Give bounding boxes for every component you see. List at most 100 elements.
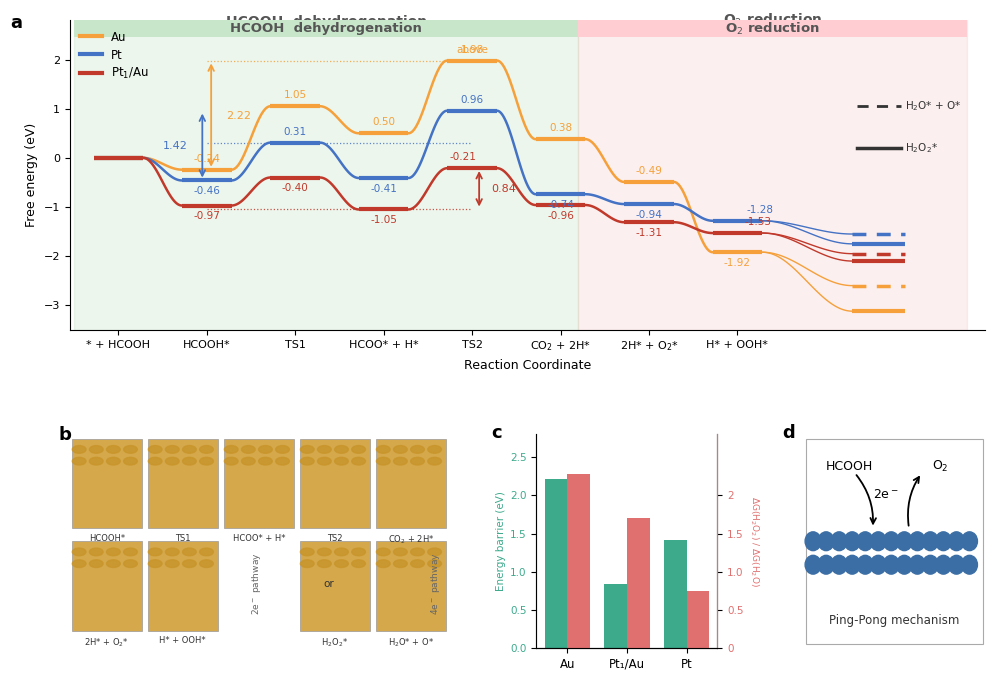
Text: Ping-Pong mechanism: Ping-Pong mechanism [829,614,959,627]
Circle shape [89,458,103,465]
Circle shape [148,458,162,465]
Circle shape [427,548,441,556]
Text: H$_2$O$_2$*: H$_2$O$_2$* [905,141,937,155]
Circle shape [148,560,162,568]
FancyBboxPatch shape [72,541,142,631]
Circle shape [817,556,833,574]
Circle shape [947,532,963,551]
Text: 1.98: 1.98 [460,45,483,55]
Circle shape [817,532,833,551]
Circle shape [317,446,331,454]
Circle shape [300,548,314,556]
Text: -0.74: -0.74 [547,200,574,210]
Circle shape [394,548,407,556]
Circle shape [89,548,103,556]
Circle shape [275,446,289,454]
Text: -0.97: -0.97 [193,211,220,221]
Circle shape [376,458,390,465]
Text: a: a [10,14,22,32]
Text: 0.31: 0.31 [283,127,306,137]
Circle shape [427,560,441,568]
FancyBboxPatch shape [376,541,445,631]
Circle shape [317,458,331,465]
Text: CO$_2$ + 2H*: CO$_2$ + 2H* [388,534,433,546]
Text: -1.92: -1.92 [724,258,750,268]
Circle shape [947,556,963,574]
Text: -0.94: -0.94 [635,210,662,220]
Circle shape [909,532,924,551]
Bar [578,20,966,330]
Circle shape [960,556,976,574]
Circle shape [300,458,314,465]
Text: HCOOH  dehydrogenation: HCOOH dehydrogenation [226,15,426,29]
Circle shape [182,458,196,465]
Circle shape [148,548,162,556]
Circle shape [896,556,911,574]
Legend: Au, Pt, Pt$_1$/Au: Au, Pt, Pt$_1$/Au [76,26,153,86]
Circle shape [165,560,179,568]
Text: HCOOH*: HCOOH* [88,534,124,543]
Circle shape [200,560,213,568]
Circle shape [242,446,254,454]
Circle shape [73,458,85,465]
Text: 1.42: 1.42 [162,141,187,151]
Circle shape [427,458,441,465]
Circle shape [148,446,162,454]
Text: H* + OOH*: H* + OOH* [159,637,206,645]
Circle shape [394,458,407,465]
FancyBboxPatch shape [72,439,142,529]
Circle shape [106,446,120,454]
FancyBboxPatch shape [147,541,218,631]
Circle shape [275,458,289,465]
Circle shape [317,560,331,568]
Text: -1.53: -1.53 [744,217,770,227]
Circle shape [182,446,196,454]
Circle shape [351,548,365,556]
Circle shape [896,532,911,551]
Circle shape [89,446,103,454]
Text: HCOOH  dehydrogenation: HCOOH dehydrogenation [230,22,421,35]
FancyBboxPatch shape [299,439,370,529]
Circle shape [411,446,423,454]
Circle shape [73,446,85,454]
Text: 2e$^-$: 2e$^-$ [872,488,898,501]
Circle shape [106,560,120,568]
Circle shape [242,458,254,465]
Circle shape [883,556,899,574]
Circle shape [200,458,213,465]
FancyBboxPatch shape [805,439,982,644]
Circle shape [300,560,314,568]
Text: H$_2$O* + O*: H$_2$O* + O* [905,99,961,113]
Circle shape [934,556,950,574]
Circle shape [411,458,423,465]
Text: -0.96: -0.96 [547,211,574,221]
Circle shape [89,560,103,568]
Text: O$_2$ reduction: O$_2$ reduction [723,11,822,29]
Circle shape [376,548,390,556]
FancyBboxPatch shape [74,20,578,37]
Circle shape [804,556,820,574]
Circle shape [317,548,331,556]
Circle shape [394,560,407,568]
Text: 0.38: 0.38 [549,124,572,133]
Text: 0.50: 0.50 [372,117,395,128]
Circle shape [351,458,365,465]
Circle shape [351,560,365,568]
FancyBboxPatch shape [578,20,966,37]
FancyBboxPatch shape [224,439,293,529]
Circle shape [334,548,348,556]
Text: O$_2$: O$_2$ [930,459,947,474]
Circle shape [870,556,886,574]
Circle shape [334,560,348,568]
Circle shape [300,446,314,454]
Circle shape [857,532,873,551]
Circle shape [830,532,846,551]
Text: 2H* + O$_2$*: 2H* + O$_2$* [84,637,129,649]
Text: -0.41: -0.41 [370,184,397,194]
Bar [626,518,649,648]
Circle shape [411,548,423,556]
Circle shape [843,556,859,574]
Y-axis label: $\Delta$G(H$_2$O$_2$) / $\Delta$G(H$_2$O): $\Delta$G(H$_2$O$_2$) / $\Delta$G(H$_2$O… [747,495,759,587]
Circle shape [73,560,85,568]
Circle shape [258,446,272,454]
